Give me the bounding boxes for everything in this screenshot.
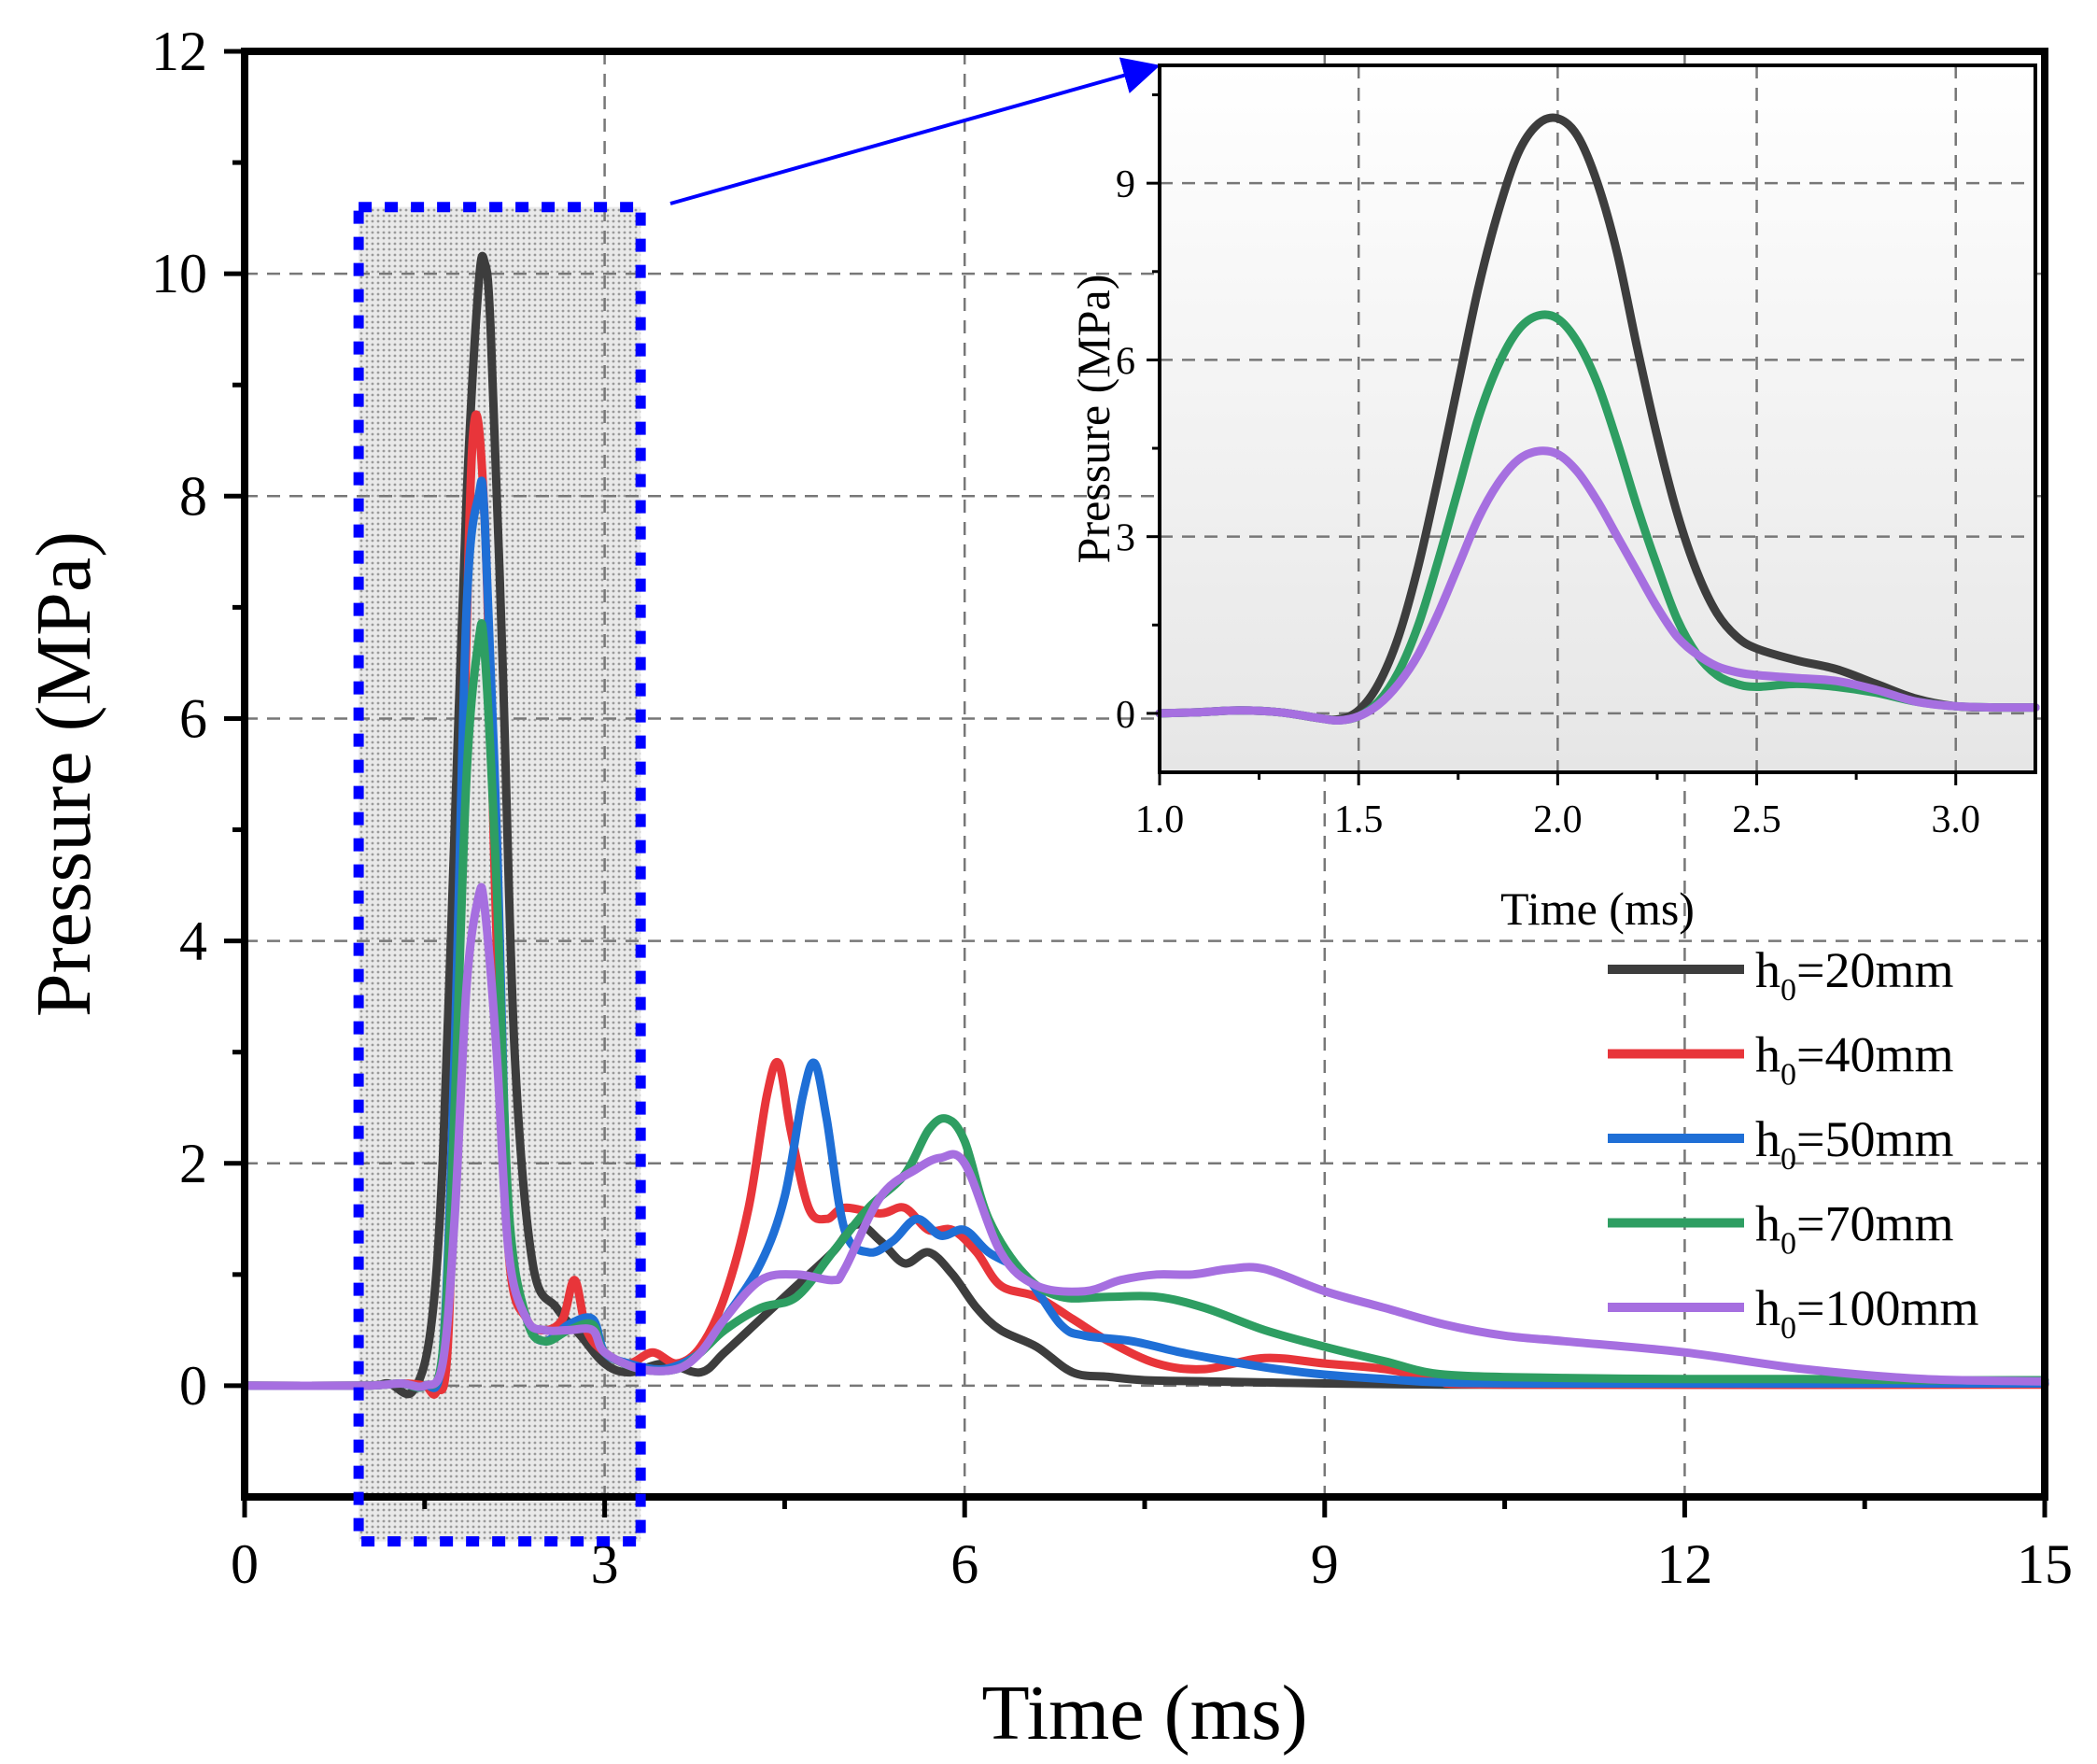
inset-x-tick-label: 3.0: [1931, 798, 1980, 841]
x-tick-label: 6: [950, 1533, 978, 1595]
series-line-h0=50mm: [240, 476, 2049, 1392]
x-tick-label: 9: [1311, 1533, 1339, 1595]
legend-item: h0=20mm: [1608, 942, 1953, 1008]
y-tick-label: 2: [179, 1133, 207, 1194]
y-tick-label: 12: [151, 21, 207, 82]
series-line-h0=20mm: [240, 251, 2049, 1399]
legend-item: h0=50mm: [1608, 1111, 1953, 1177]
y-tick-label: 6: [179, 687, 207, 749]
inset-series-group: [1155, 113, 2040, 726]
legend-label: h0=40mm: [1755, 1027, 1953, 1093]
main-series-group: [240, 251, 2049, 1399]
legend-label: h0=70mm: [1755, 1196, 1953, 1262]
legend-item: h0=70mm: [1608, 1196, 1953, 1262]
inset-x-tick-label: 2.5: [1732, 798, 1781, 841]
y-tick-label: 4: [179, 910, 207, 972]
zoom-arrow: [669, 57, 1161, 205]
y-axis-title: Pressure (MPa): [21, 531, 107, 1017]
legend-label: h0=20mm: [1755, 942, 1953, 1008]
inset-y-tick-label: 3: [1116, 517, 1135, 560]
inset-series-line-h0=100mm: [1155, 446, 2040, 726]
inset-y-tick-label: 0: [1116, 694, 1135, 737]
inset-chart: 1.0 1.5 2.0 2.5 3.0 0 3 6 9 Time (ms) Pressure (…: [1067, 64, 2040, 935]
inset-x-tick-label: 1.5: [1334, 798, 1384, 841]
inset-y-tick-label: 9: [1116, 163, 1135, 206]
x-tick-label: 0: [231, 1533, 259, 1595]
series-line-h0=70mm: [240, 619, 2049, 1392]
y-tick-label: 0: [179, 1355, 207, 1417]
inset-x-tick-label: 1.0: [1135, 798, 1185, 841]
legend: h0=20mm h0=40mm h0=50mm h0=70mm h0=100mm: [1608, 942, 1978, 1346]
highlight-region-border: [353, 202, 646, 1547]
series-line-h0=100mm: [240, 882, 2049, 1391]
inset-y-axis-title: Pressure (MPa): [1067, 275, 1119, 564]
y-tick-label: 10: [151, 243, 207, 304]
y-tick-label: 8: [179, 465, 207, 527]
inset-x-axis-title: Time (ms): [1500, 882, 1695, 935]
legend-item: h0=40mm: [1608, 1027, 1953, 1093]
inset-axes: 1.0 1.5 2.0 2.5 3.0 0 3 6 9: [1116, 64, 2037, 841]
legend-label: h0=50mm: [1755, 1111, 1953, 1177]
inset-y-tick-label: 6: [1116, 340, 1135, 383]
legend-label: h0=100mm: [1755, 1280, 1978, 1346]
x-tick-label: 15: [2017, 1533, 2073, 1595]
inset-x-tick-label: 2.0: [1533, 798, 1583, 841]
inset-series-line-h0=20mm: [1155, 113, 2040, 725]
x-axis-title: Time (ms): [981, 1670, 1307, 1757]
inset-frame: [1158, 64, 2037, 774]
legend-item: h0=100mm: [1608, 1280, 1978, 1346]
x-tick-label: 12: [1656, 1533, 1712, 1595]
